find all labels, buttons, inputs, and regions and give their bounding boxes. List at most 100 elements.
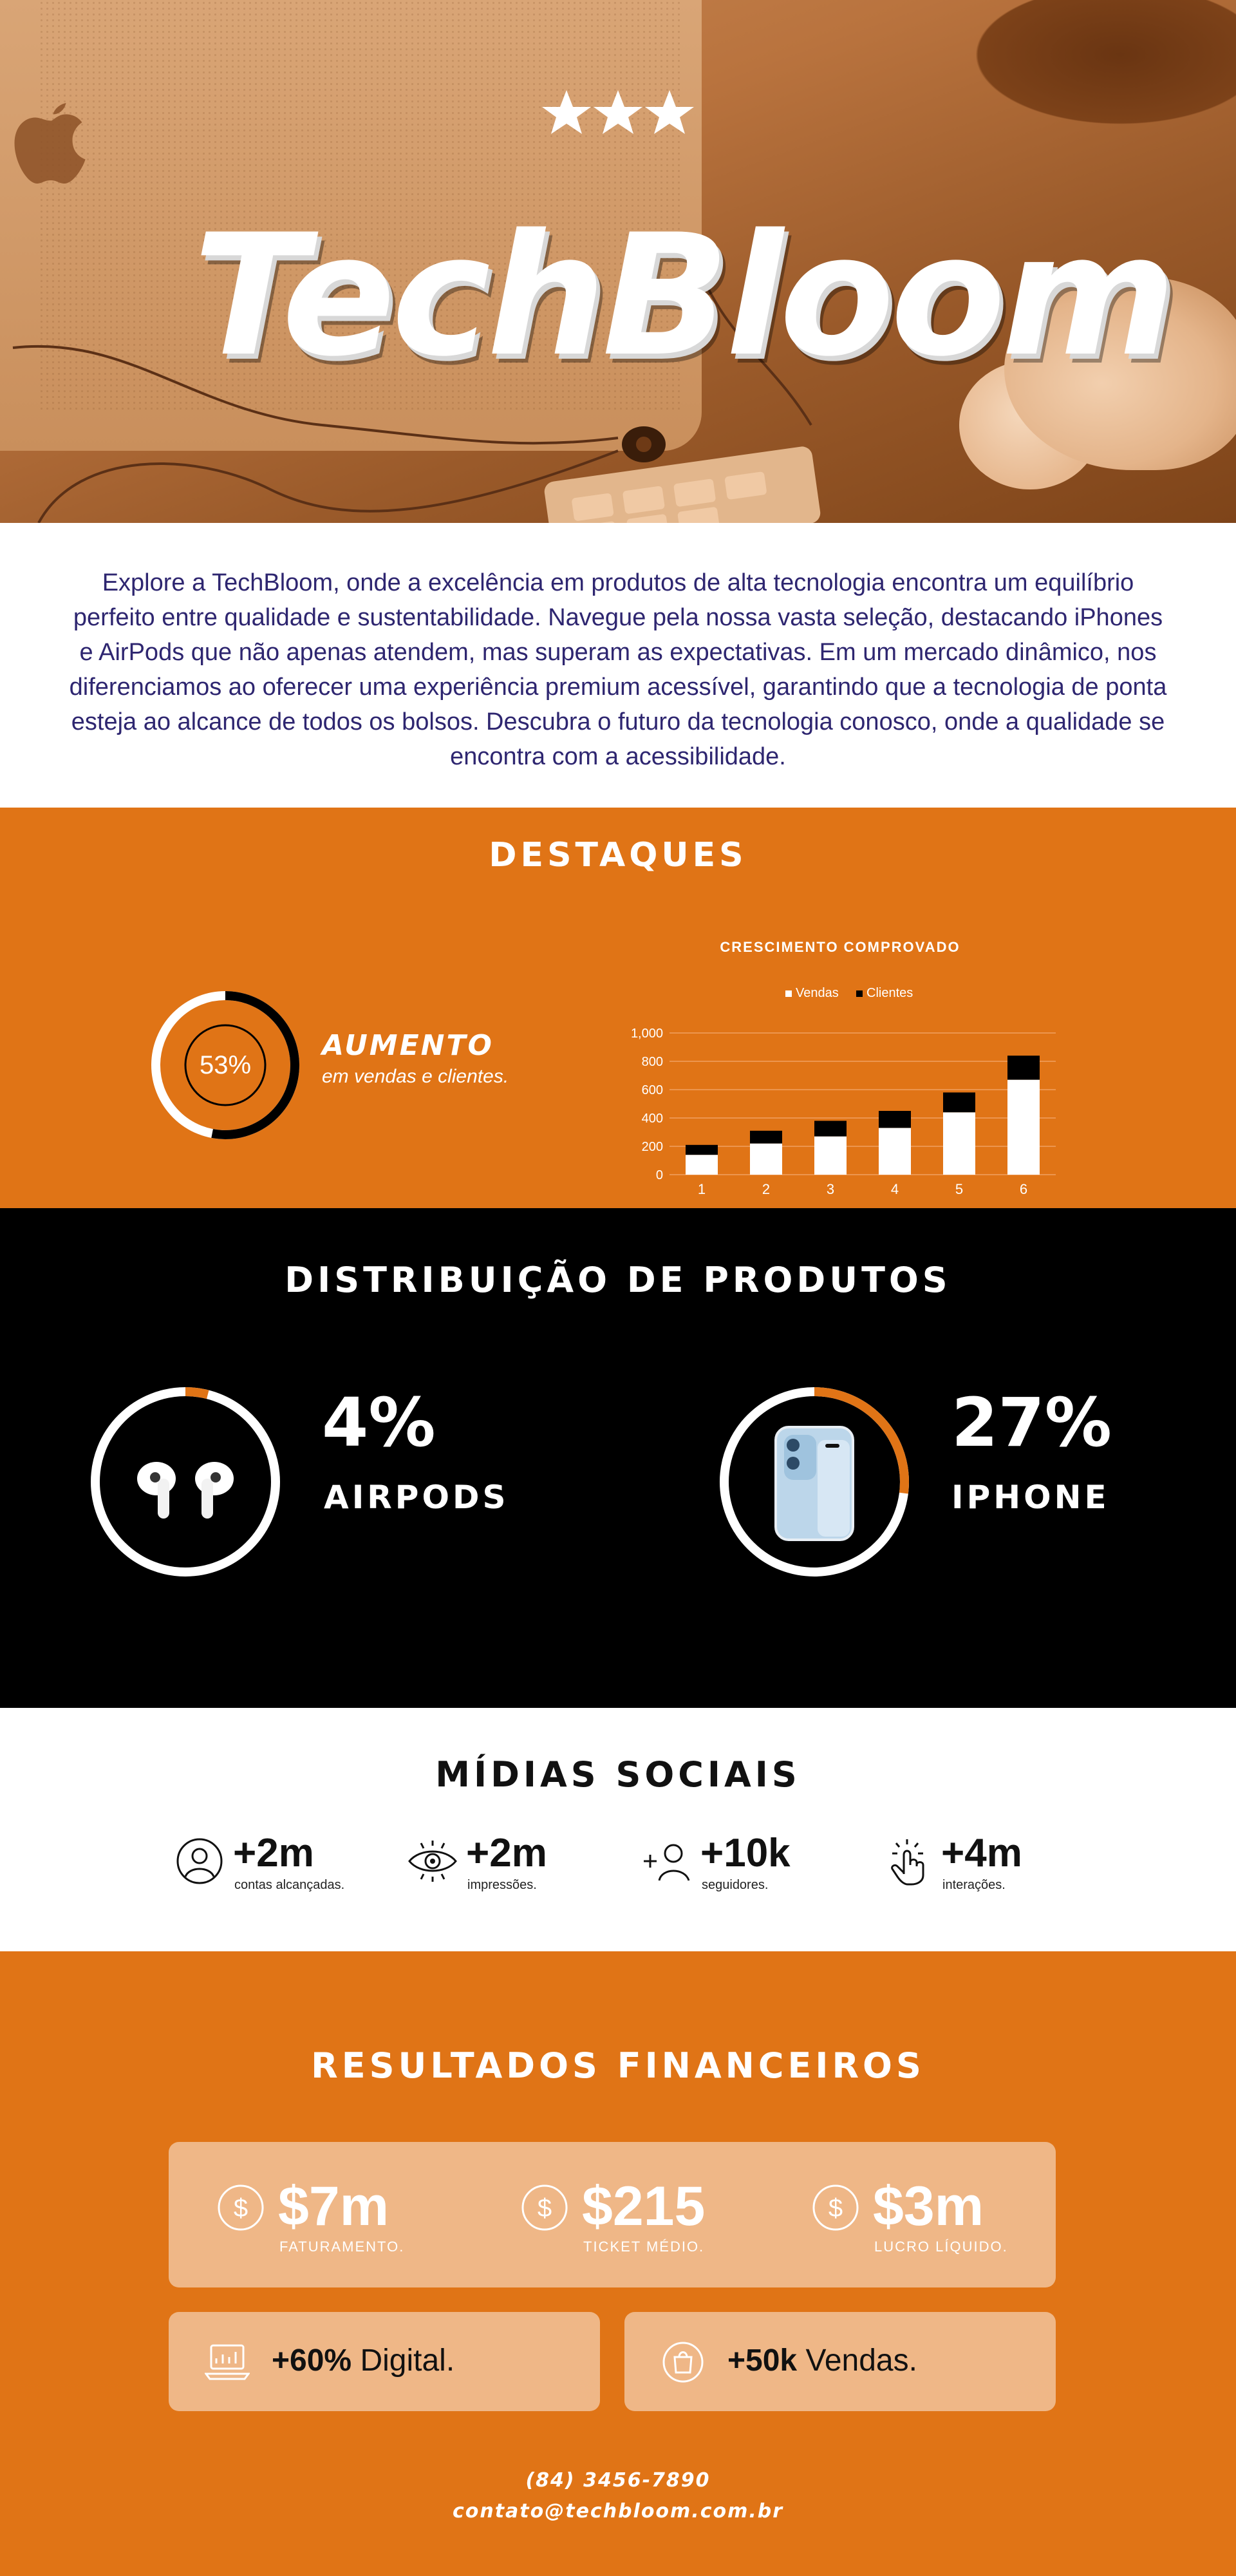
y-tick-label: 600 [642,1083,663,1097]
svg-text:$: $ [234,2194,248,2222]
bar-vendas [879,1128,911,1175]
intro-section: Explore a TechBloom, onde a excelência e… [0,523,1236,808]
legend-label-clientes: Clientes [866,986,913,1000]
iphone-icon [774,1426,854,1541]
stat-reach-value: +2m [233,1831,314,1875]
stat-impressions-value: +2m [466,1831,547,1875]
metric-ticket-label: TICKET MÉDIO. [583,2239,705,2255]
bar-clientes [943,1092,975,1113]
bar-vendas [943,1112,975,1175]
bar-vendas [1007,1079,1040,1175]
airpods-ring-arc [91,1387,280,1577]
bar-vendas [686,1155,718,1175]
highlight-subtitle: em vendas e clientes. [322,1066,509,1087]
laptop-chart-icon [205,2344,250,2380]
iphone-ring-arc [720,1387,909,1577]
sales-text: +50k Vendas. [727,2342,917,2380]
metric-ticket-value: $215 [582,2175,706,2237]
stat-interactions-caption: interações. [942,1878,1006,1892]
social-media-title: MÍDIAS SOCIAIS [435,1754,801,1795]
social-media-section: MÍDIAS SOCIAIS +2m contas alcançadas. +2… [0,1708,1236,1951]
shopping-bag-icon [662,2342,704,2383]
x-tick-label: 4 [891,1181,899,1197]
svg-text:$: $ [829,2194,843,2222]
metric-profit-value: $3m [873,2175,984,2237]
airpods-percent: 4% [322,1383,436,1462]
legend-swatch-vendas [785,990,792,997]
x-tick-label: 3 [827,1181,834,1197]
legend-label-vendas: Vendas [796,986,839,1000]
stat-reach: +2m contas alcançadas. [174,1830,380,1901]
highlights-section: DESTAQUES 53% AUMENTO em vendas e client… [0,808,1236,1208]
bar-clientes [1007,1056,1040,1080]
y-tick-label: 200 [642,1140,663,1154]
add-user-icon [644,1844,690,1881]
x-tick-label: 5 [955,1181,963,1197]
hero-banner: TechBloom [0,0,1236,523]
bar-clientes [750,1130,782,1144]
lamp-image [953,0,1236,135]
bar-clientes [686,1144,718,1155]
metric-ticket: $ $215 TICKET MÉDIO. [520,2175,778,2259]
stat-followers-caption: seguidores. [702,1878,769,1892]
bar-vendas [750,1143,782,1175]
highlights-title: DESTAQUES [489,836,747,875]
growth-ring-arc [151,991,299,1139]
earphone-cable-image [12,258,812,523]
contact-phone[interactable]: (84) 3456-7890 [525,2469,711,2492]
bar-clientes [814,1121,847,1137]
metric-profit: $ $3m LUCRO LÍQUIDO. [811,2175,1043,2259]
highlight-title: AUMENTO [322,1029,494,1062]
tap-icon [891,1839,924,1886]
digital-box: +60% Digital. [169,2312,600,2411]
y-tick-label: 0 [656,1168,663,1182]
dollar-icon: $ [521,2184,568,2231]
contact-email[interactable]: contato@techbloom.com.br [452,2500,784,2523]
growth-ring-value: 53% [199,1050,252,1079]
distribution-section: DISTRIBUIÇÃO DE PRODUTOS 4% AIRPODS 27% … [0,1208,1236,1708]
legend-swatch-clientes [856,990,863,997]
sales-box: +50k Vendas. [624,2312,1056,2411]
airpods-label: AIRPODS [324,1479,509,1516]
stat-interactions-value: +4m [941,1831,1022,1875]
intro-text: Explore a TechBloom, onde a excelência e… [69,569,1167,770]
y-tick-label: 1,000 [631,1027,663,1041]
metric-revenue-label: FATURAMENTO. [279,2239,405,2255]
stat-followers-value: +10k [700,1831,791,1875]
digital-label: Digital. [351,2344,455,2378]
stat-impressions-caption: impressões. [467,1878,537,1892]
growth-ring [151,991,299,1139]
digital-text: +60% Digital. [272,2342,454,2380]
financial-metrics-box: $ $7m FATURAMENTO. $ $215 TICKET MÉDIO. … [169,2142,1056,2287]
stat-followers: +10k seguidores. [641,1830,834,1901]
stat-impressions: +2m impressões. [407,1830,600,1901]
rating-stars-icon [542,90,694,134]
eye-icon [408,1841,457,1882]
iphone-ring [720,1387,909,1577]
dollar-icon: $ [218,2184,264,2231]
bar-clientes [879,1111,911,1128]
growth-bar-chart: Vendas Clientes 0 200 400 600 800 1,000 1 2 3 4 5 6 [631,986,1056,1197]
airpods-ring [91,1387,280,1577]
sales-label: Vendas. [797,2344,917,2378]
financial-section: RESULTADOS FINANCEIROS $ $7m FATURAMENTO… [0,1951,1236,2576]
stat-interactions: +4m interações. [882,1830,1075,1901]
iphone-label: IPHONE [951,1479,1110,1516]
dollar-icon: $ [812,2184,859,2231]
x-tick-label: 2 [762,1181,770,1197]
metric-revenue: $ $7m FATURAMENTO. [216,2175,461,2259]
airpods-icon [137,1462,234,1519]
y-tick-label: 800 [642,1055,663,1069]
apple-logo-icon [14,103,86,184]
metric-revenue-value: $7m [278,2175,389,2237]
metric-profit-label: LUCRO LÍQUIDO. [874,2239,1008,2255]
highlight-text: AUMENTO em vendas e clientes. [322,1029,579,1088]
distribution-title: DISTRIBUIÇÃO DE PRODUTOS [285,1260,951,1300]
svg-text:$: $ [538,2194,552,2222]
bar-vendas [814,1136,847,1175]
x-tick-label: 1 [698,1181,706,1197]
x-tick-label: 6 [1020,1181,1027,1197]
monitor-image [0,0,702,451]
stat-reach-caption: contas alcançadas. [234,1878,345,1892]
sales-value: +50k [727,2344,798,2378]
